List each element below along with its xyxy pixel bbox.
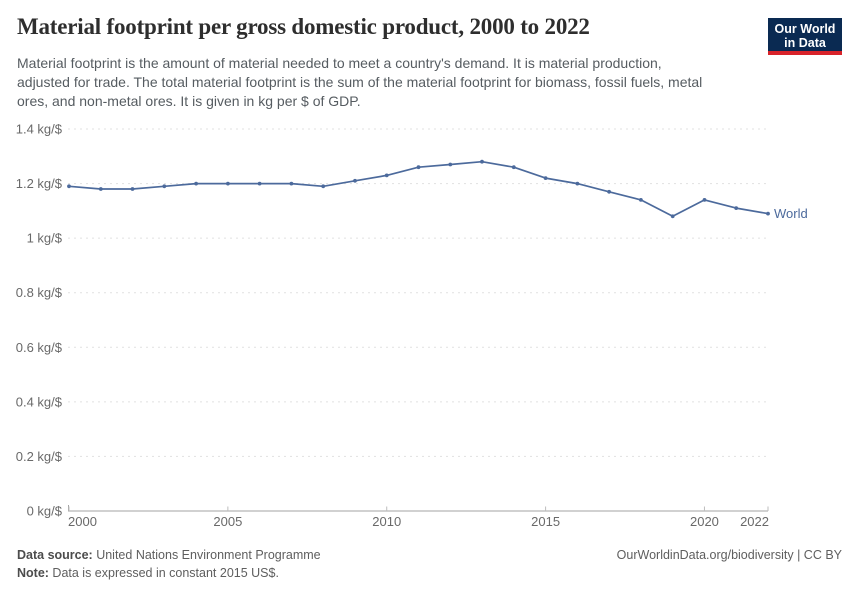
x-tick-label: 2020	[690, 514, 719, 529]
y-tick-label: 1 kg/$	[27, 231, 63, 246]
data-point	[702, 198, 707, 202]
y-tick-label: 0.8 kg/$	[16, 285, 63, 300]
data-line	[68, 160, 769, 218]
data-point	[416, 165, 421, 170]
data-source-label: Data source:	[17, 548, 93, 562]
y-tick-label: 0.2 kg/$	[16, 449, 63, 464]
data-point	[98, 187, 103, 191]
x-tick-label: 2010	[372, 514, 401, 529]
chart-subtitle-line: adjusted for trade. The total material f…	[17, 74, 703, 90]
data-point	[480, 159, 484, 164]
y-tick-label: 1.2 kg/$	[16, 176, 63, 191]
y-tick-label: 1.4 kg/$	[16, 122, 63, 137]
chart-subtitle-line: Material footprint is the amount of mate…	[17, 55, 662, 71]
data-point	[766, 211, 770, 216]
y-tick-label: 0 kg/$	[27, 504, 63, 519]
data-point	[575, 181, 580, 186]
data-point	[353, 178, 357, 183]
data-point	[289, 181, 294, 186]
x-tick-label: 2022	[740, 514, 769, 529]
owid-logo: Our World in Data	[768, 18, 842, 55]
data-source-line: Data source: United Nations Environment …	[17, 546, 321, 564]
chart-subtitle: Material footprint is the amount of mate…	[17, 54, 762, 111]
data-point	[670, 214, 675, 219]
data-point	[543, 176, 548, 181]
chart-footer: Data source: United Nations Environment …	[17, 546, 842, 582]
data-source-text: United Nations Environment Programme	[92, 548, 321, 562]
data-point	[67, 184, 71, 189]
footer-left: Data source: United Nations Environment …	[17, 546, 321, 582]
x-tick-label: 2005	[213, 514, 242, 529]
y-tick-label: 0.4 kg/$	[16, 394, 63, 409]
chart-subtitle-line: ores, and non-metal ores. It is given in…	[17, 93, 361, 109]
page-title: Material footprint per gross domestic pr…	[17, 14, 590, 39]
data-point	[321, 184, 326, 189]
note-line: Note: Data is expressed in constant 2015…	[17, 564, 321, 582]
owid-logo-line2: in Data	[784, 36, 826, 50]
x-tick-label: 2000	[68, 514, 97, 529]
note-text: Data is expressed in constant 2015 US$.	[48, 566, 279, 580]
data-point	[384, 173, 389, 178]
y-tick-label: 0.6 kg/$	[16, 340, 63, 355]
data-point	[607, 189, 611, 194]
data-point	[194, 181, 199, 186]
data-point	[511, 165, 516, 170]
data-point	[257, 181, 262, 186]
owid-credit-link[interactable]: OurWorldinData.org/biodiversity | CC BY	[616, 548, 842, 562]
data-point	[639, 198, 643, 202]
x-tick-label: 2015	[531, 514, 560, 529]
data-point	[448, 162, 453, 167]
series-label: World	[774, 206, 808, 221]
data-point	[162, 184, 167, 189]
data-point	[130, 187, 135, 191]
data-point	[226, 181, 230, 186]
owid-logo-line1: Our World	[774, 22, 836, 36]
note-label: Note:	[17, 566, 49, 580]
data-point	[734, 206, 739, 211]
